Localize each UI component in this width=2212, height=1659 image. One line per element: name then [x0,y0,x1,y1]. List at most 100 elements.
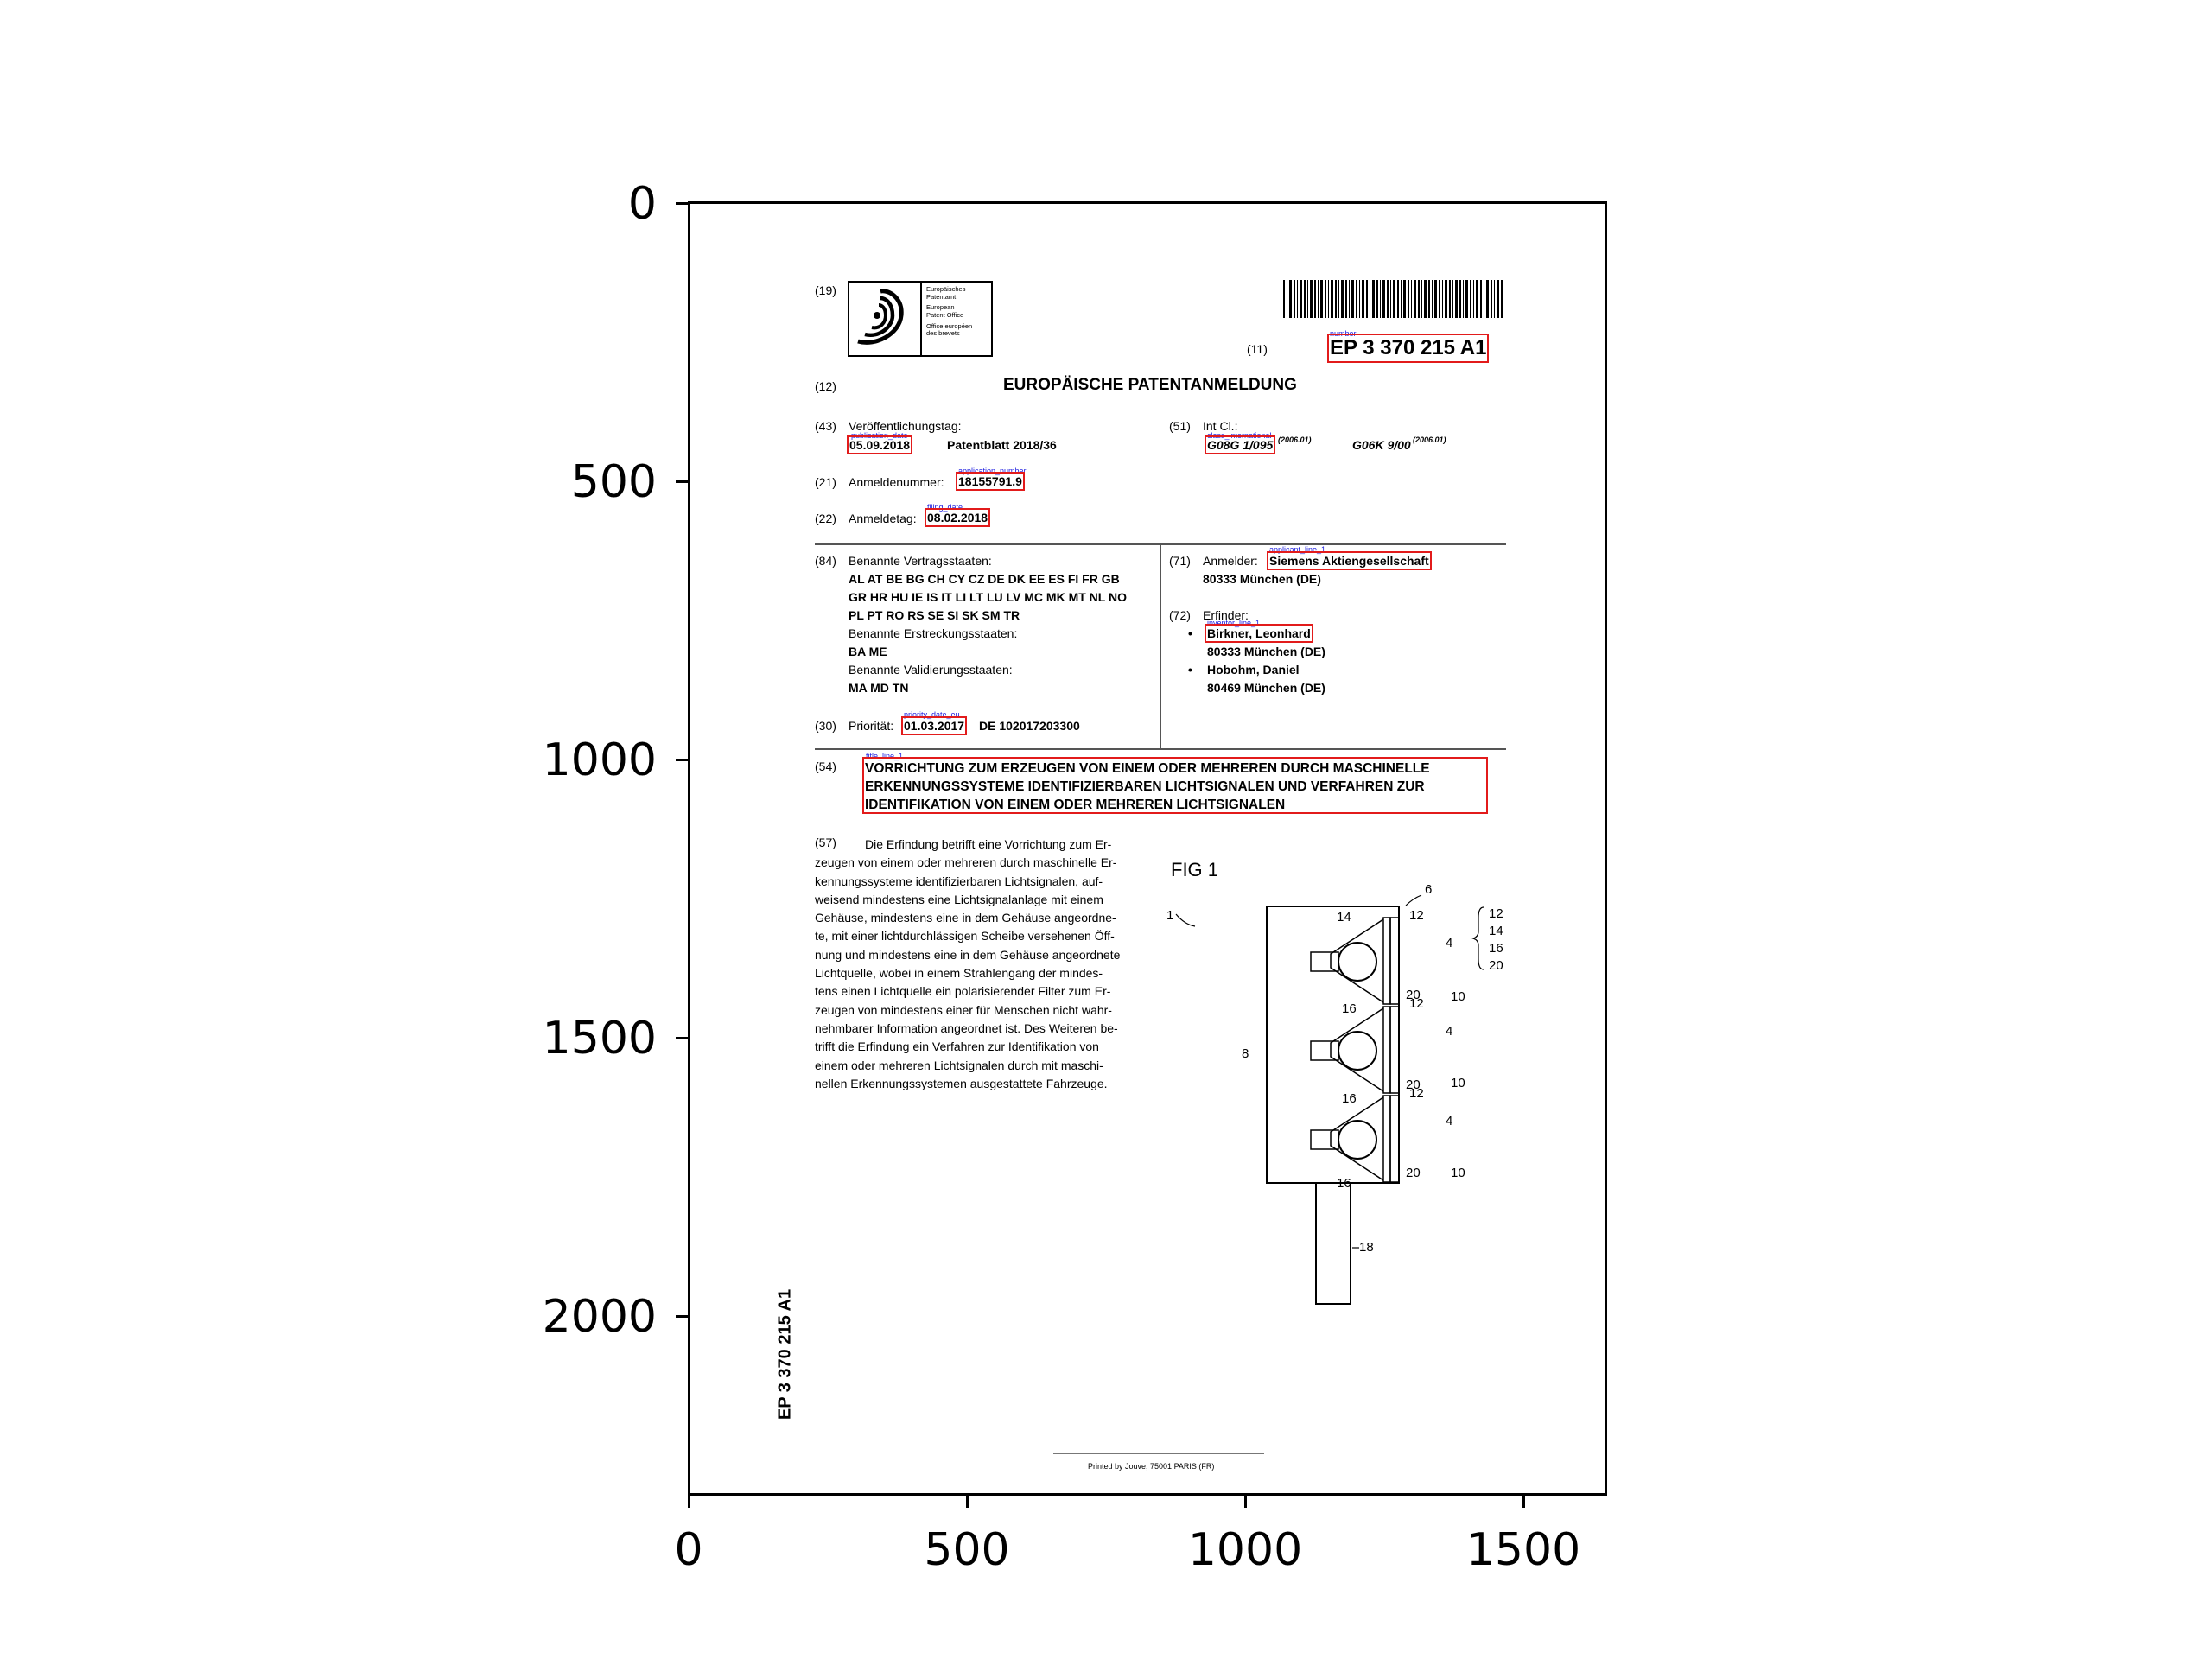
ref-20: 20 [1489,958,1503,973]
code-71: (71) [1169,554,1191,568]
y-tick-label: 1500 [518,1016,657,1061]
ref-14: 14 [1489,924,1503,938]
plot-frame: (19) Europäisches Patentamt European Pat… [688,201,1607,1496]
class-1: G08G 1/095 [1207,438,1273,452]
ref-16: 16 [1342,1001,1357,1016]
priority-label: Priorität: [849,719,893,733]
filing-label: Anmeldetag: [849,512,917,525]
ref-4: 4 [1446,1024,1452,1039]
ref-10: 10 [1451,1076,1465,1090]
extension-states: BA ME [849,645,887,658]
code-84: (84) [815,554,836,568]
ref-20: 20 [1406,1166,1421,1180]
inventor-bullet: • [1188,626,1192,640]
abstract-line: Gehäuse, mindestens eine in dem Gehäuse … [815,909,1143,927]
ref-4: 4 [1446,936,1452,950]
abstract-line: zeugen von mindestens einer für Menschen… [815,1001,1143,1020]
code-19: (19) [815,283,836,297]
code-43: (43) [815,419,836,433]
housing [1267,906,1399,1183]
pole [1316,1183,1351,1304]
y-tick-label: 0 [518,181,657,226]
code-72: (72) [1169,608,1191,622]
priority-date: 01.03.2017 [904,719,964,733]
applicant-label: Anmelder: [1203,554,1258,568]
y-tick-label: 1000 [518,738,657,783]
priority-number: DE 102017203300 [979,719,1080,733]
x-tick-label: 1000 [1188,1528,1302,1573]
class-2-version: (2006.01) [1413,435,1446,444]
barcode [1283,280,1504,318]
patent-number: EP 3 370 215 A1 [1330,336,1486,360]
y-tick [676,480,688,483]
office-names: Europäisches Patentamt European Patent O… [920,283,993,355]
x-tick [1244,1496,1247,1508]
traffic-light-figure: FIG 1 1 6 8 [1162,852,1525,1336]
office-name-de: Patentamt [926,294,988,302]
y-tick [676,759,688,761]
abstract-line: nehmbarer Information angeordnet ist. De… [815,1020,1143,1038]
code-22: (22) [815,512,836,525]
x-tick-label: 1500 [1466,1528,1580,1573]
ref-14: 14 [1337,910,1351,925]
ref-16: 16 [1342,1091,1357,1106]
inventor-bullet: • [1188,663,1192,677]
code-51: (51) [1169,419,1191,433]
abstract-line: nung und mindestens eine in dem Gehäuse … [815,946,1143,964]
lamp-unit [1311,1007,1399,1093]
filing-date: 08.02.2018 [927,511,988,524]
ref-10: 10 [1451,989,1465,1004]
abstract-line: trifft die Erfindung ein Verfahren zur I… [815,1038,1143,1056]
x-tick [1522,1496,1525,1508]
ref-18: 18 [1359,1240,1374,1255]
office-name-en: Patent Office [926,312,988,320]
footer-line [1053,1453,1264,1454]
ref-12: 12 [1409,908,1424,923]
applicant-tag: applicant_line_1 [1269,545,1325,554]
epo-logo: Europäisches Patentamt European Patent O… [848,281,993,357]
ref-4: 4 [1446,1114,1452,1128]
abstract-line: te, mit einer lichtdurchlässigen Scheibe… [815,927,1143,945]
applicant-name: Siemens Aktiengesellschaft [1269,554,1429,568]
ref-10: 10 [1451,1166,1465,1180]
y-tick [676,1315,688,1318]
y-tick [676,202,688,205]
priority-tag: priority_date_eu [904,710,960,719]
lamp-unit [1311,918,1399,1004]
ref-8: 8 [1242,1046,1249,1061]
ref-6: 6 [1425,882,1432,897]
x-tick [966,1496,969,1508]
abstract-line: weisend mindestens eine Lichtsignalanlag… [815,891,1143,909]
title-line: ERKENNUNGSSYSTEME IDENTIFIZIERBAREN LICH… [865,778,1485,796]
inventor-1-name: Birkner, Leonhard [1207,626,1311,640]
validation-states: MA MD TN [849,681,908,695]
inventor-2-name: Hobohm, Daniel [1207,663,1300,677]
extension-label: Benannte Erstreckungsstaaten: [849,626,1017,640]
states-label: Benannte Vertragsstaaten: [849,554,992,568]
title-line: IDENTIFIKATION VON EINEM ODER MEHREREN L… [865,796,1485,814]
y-tick-label: 500 [518,460,657,505]
code-12: (12) [815,379,836,393]
abstract-line: tens einen Lichtquelle ein polarisierend… [815,982,1143,1001]
class-2: G06K 9/00 [1352,438,1411,452]
ref-12: 12 [1489,906,1503,921]
ref-16: 16 [1337,1176,1351,1191]
applicant-city: 80333 München (DE) [1203,572,1321,586]
x-tick-label: 500 [924,1528,1009,1573]
abstract-line: Die Erfindung betrifft eine Vorrichtung … [815,836,1143,854]
side-patent-number: EP 3 370 215 A1 [776,1243,796,1467]
abstract-line: zeugen von einem oder mehreren durch mas… [815,854,1143,872]
code-11: (11) [1247,342,1268,356]
states-line: AL AT BE BG CH CY CZ DE DK EE ES FI FR G… [849,572,1120,586]
y-tick [676,1037,688,1039]
inventor-2-city: 80469 München (DE) [1207,681,1325,695]
ref-16: 16 [1489,941,1503,956]
states-line: PL PT RO RS SE SI SK SM TR [849,608,1020,622]
document-type: EUROPÄISCHE PATENTANMELDUNG [1003,376,1297,395]
abstract-line: Lichtquelle, wobei in einem Strahlengang… [815,964,1143,982]
class-1-version: (2006.01) [1278,435,1312,444]
ref-12: 12 [1409,996,1424,1011]
separator-line [815,748,1506,750]
patentblatt: Patentblatt 2018/36 [947,438,1057,452]
application-number: 18155791.9 [958,474,1022,488]
